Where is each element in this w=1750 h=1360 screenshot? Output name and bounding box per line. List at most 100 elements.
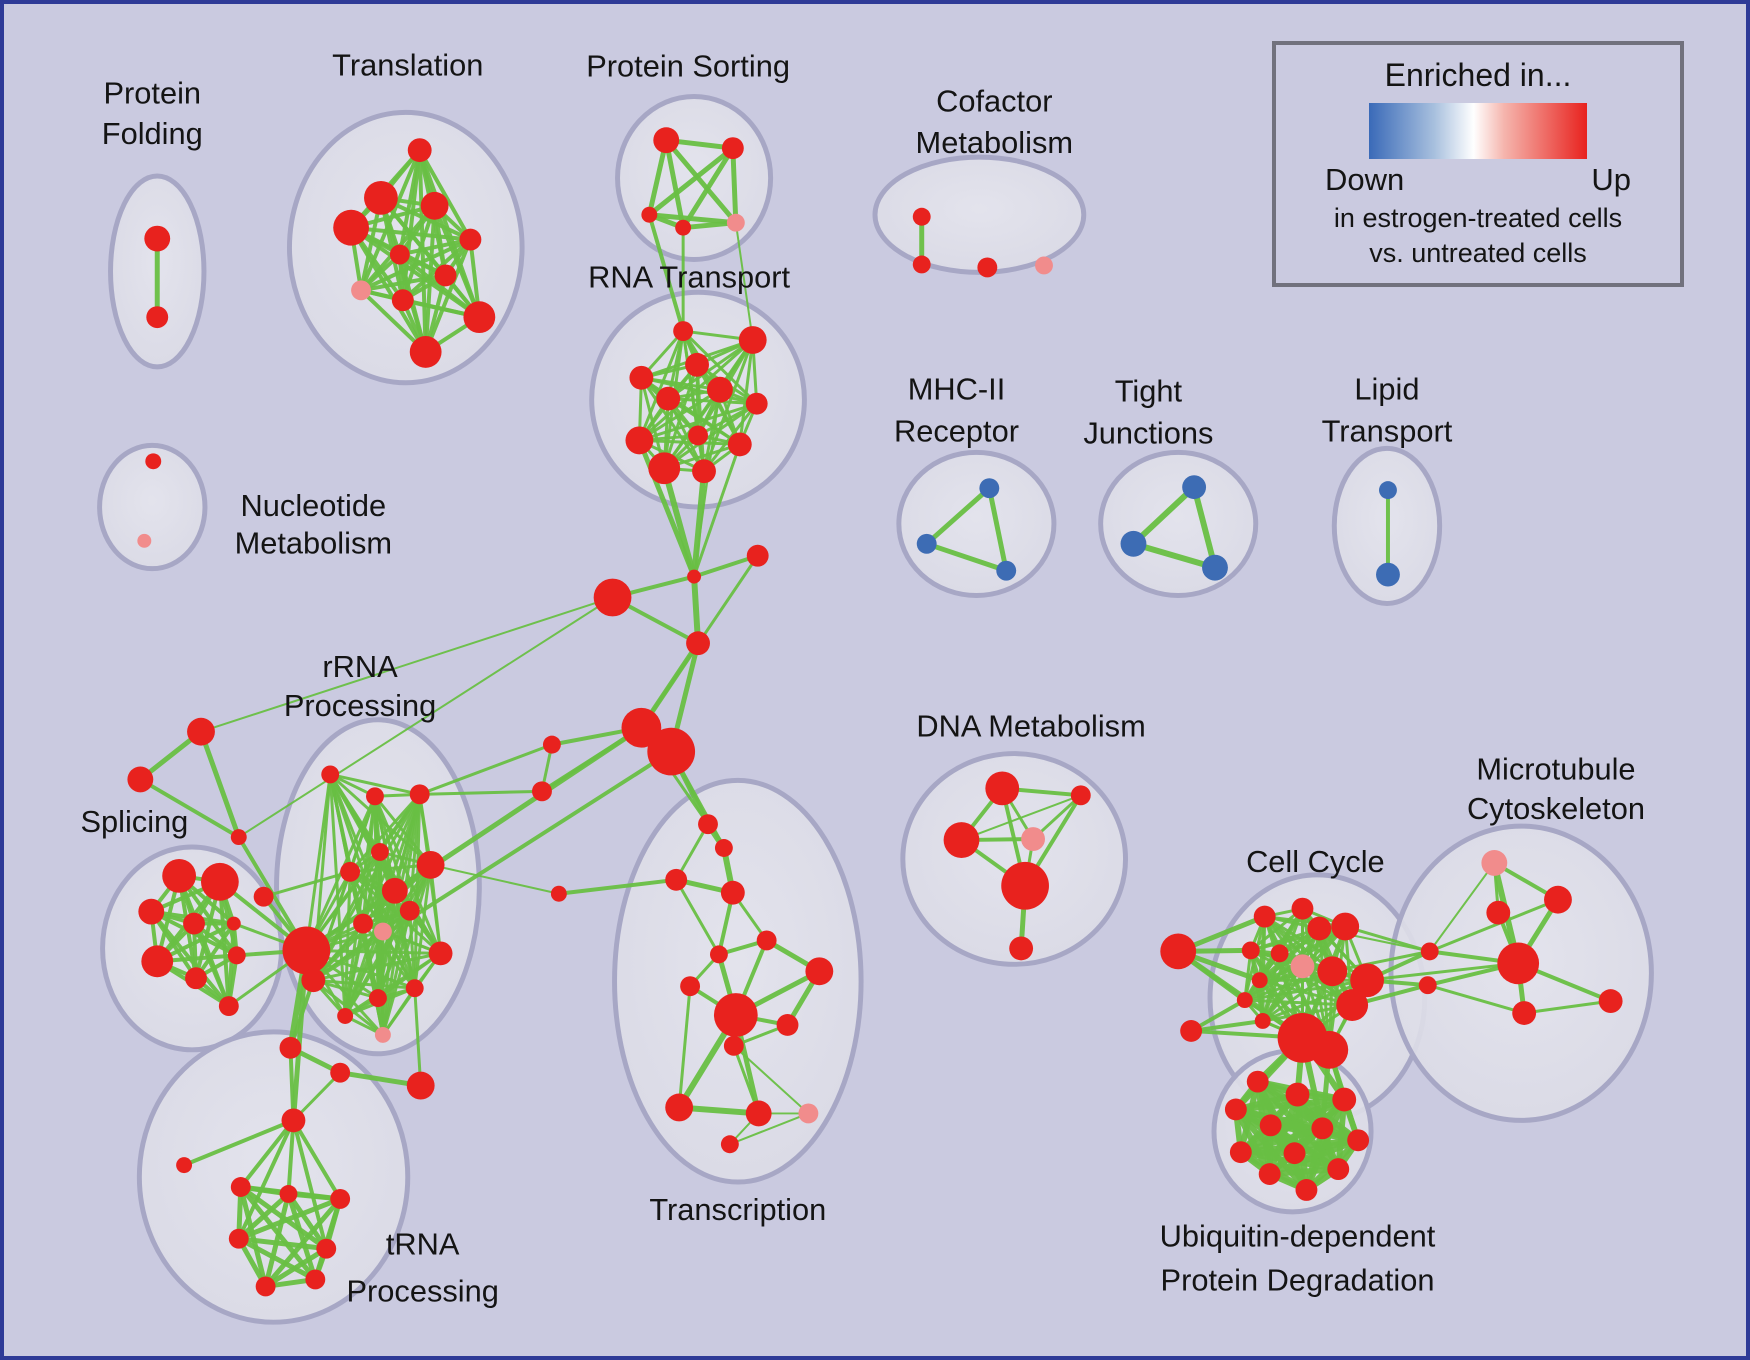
node-protein_sorting-0 [653, 127, 680, 154]
node-splicing-8 [218, 996, 239, 1017]
cluster-label-mhc_ii_receptor-line1: MHC-II [908, 372, 1006, 407]
node-connectors-9 [187, 717, 215, 746]
node-transcription-3 [720, 880, 745, 905]
edge [199, 596, 614, 733]
node-rna_transport-3 [629, 365, 654, 390]
edge [556, 877, 679, 896]
node-microtubule_cytoskeleton-4 [1420, 942, 1439, 961]
edge [361, 792, 422, 926]
node-transcription-13 [798, 1103, 819, 1124]
edge [343, 951, 443, 1018]
node-rna_transport-9 [727, 432, 752, 457]
node-splicing-1 [200, 862, 239, 901]
edge [192, 921, 231, 1009]
cluster-label-microtubule_cytoskeleton-line2: Cytoskeleton [1467, 791, 1645, 826]
legend-endpoint-labels: Down Up [1325, 162, 1631, 198]
node-rrna_processing-0 [321, 765, 340, 784]
cluster-label-ubiquitin_degradation-line2: Protein Degradation [1161, 1262, 1435, 1297]
node-cell_cycle-4 [1307, 916, 1332, 941]
edge [1365, 961, 1520, 982]
edge [263, 1191, 291, 1289]
node-mhc_ii_receptor-2 [996, 560, 1017, 581]
node-rna_transport-4 [706, 376, 733, 403]
node-ubiquitin_degradation-8 [1283, 1142, 1306, 1165]
node-cell_cycle-12 [1251, 972, 1268, 989]
node-connectors-4 [621, 707, 662, 748]
node-ubiquitin_degradation-7 [1229, 1141, 1252, 1164]
node-cell_cycle-11 [1336, 989, 1369, 1021]
cluster-label-transcription: Transcription [649, 1192, 826, 1227]
edge [1130, 484, 1198, 547]
edge [730, 145, 739, 226]
node-nucleotide_metabolism-0 [145, 453, 162, 470]
edge [311, 978, 385, 1037]
node-rrna_processing-16 [301, 968, 326, 993]
edge [238, 1118, 296, 1189]
node-tight_junctions-2 [1202, 554, 1228, 581]
edge [304, 772, 332, 952]
node-translation-5 [389, 244, 410, 265]
edge [924, 541, 1009, 574]
node-connectors-8 [550, 885, 567, 902]
cluster-label-nucleotide_metabolism-line1: Nucleotide [241, 488, 387, 523]
cluster-label-splicing: Splicing [80, 804, 188, 839]
node-mhc_ii_receptor-1 [916, 533, 937, 554]
node-protein_sorting-3 [675, 219, 692, 236]
legend-subtitle-line1: in estrogen-treated cells [1333, 203, 1623, 233]
node-microtubule_cytoskeleton-5 [1418, 976, 1437, 995]
cluster-label-lipid_transport-line1: Lipid [1354, 372, 1419, 407]
node-splicing-7 [185, 967, 207, 990]
edge [376, 909, 412, 1000]
node-transcription-10 [723, 1035, 744, 1056]
edge [236, 1236, 318, 1282]
node-dna_metabolism-0 [985, 771, 1020, 806]
node-translation-7 [351, 280, 371, 301]
node-trna_processing-2 [330, 1188, 351, 1209]
cluster-label-dna_metabolism: DNA Metabolism [916, 709, 1145, 744]
edge [960, 794, 1082, 842]
node-transcription-5 [709, 945, 728, 964]
edge [1261, 978, 1369, 1023]
edge [418, 743, 554, 796]
edge [397, 252, 482, 320]
node-protein_sorting-4 [726, 213, 745, 232]
edge [418, 789, 544, 796]
cluster-label-ubiquitin_degradation-line1: Ubiquitin-dependent [1160, 1219, 1436, 1254]
edge [674, 878, 721, 956]
cluster-ellipse-cofactor_metabolism [872, 154, 1087, 275]
edge [1343, 925, 1432, 953]
node-rrna_processing-6 [416, 850, 445, 879]
legend-subtitle-line2: vs. untreated cells [1369, 238, 1587, 268]
edge [194, 921, 236, 981]
node-connectors-2 [593, 578, 632, 617]
node-rna_transport-7 [625, 426, 654, 455]
node-transcription-2 [665, 868, 688, 891]
cluster-ellipse-tight_junctions [1098, 449, 1259, 598]
edge [262, 870, 352, 899]
edge [1327, 925, 1347, 1052]
node-transcription-4 [756, 930, 777, 951]
node-rna_transport-8 [688, 425, 708, 446]
node-trna_processing-1 [279, 1185, 298, 1203]
edge [413, 986, 423, 1088]
node-ubiquitin_degradation-5 [1311, 1117, 1334, 1140]
edge [238, 1184, 269, 1289]
edge [182, 1118, 296, 1168]
node-cell_cycle-16 [1310, 1030, 1349, 1069]
node-dna_metabolism-5 [1009, 936, 1034, 961]
node-microtubule_cytoskeleton-1 [1544, 885, 1572, 914]
cluster-label-lipid_transport-line2: Transport [1322, 413, 1453, 448]
cluster-label-rrna_processing-line1: rRNA [322, 649, 398, 684]
node-translation-0 [407, 138, 432, 163]
node-splicing-4 [226, 916, 241, 931]
node-ubiquitin_degradation-11 [1295, 1179, 1318, 1201]
node-mhc_ii_receptor-0 [979, 478, 1000, 499]
node-rrna_processing-2 [409, 784, 430, 805]
node-cofactor_metabolism-2 [977, 257, 998, 278]
node-rna_transport-2 [685, 352, 709, 377]
network-canvas: Protein Folding Translation Protein Sorting… [80, 48, 1654, 1325]
edge [647, 212, 686, 334]
node-cell_cycle-7 [1270, 944, 1289, 963]
node-rrna_processing-3 [370, 843, 389, 861]
